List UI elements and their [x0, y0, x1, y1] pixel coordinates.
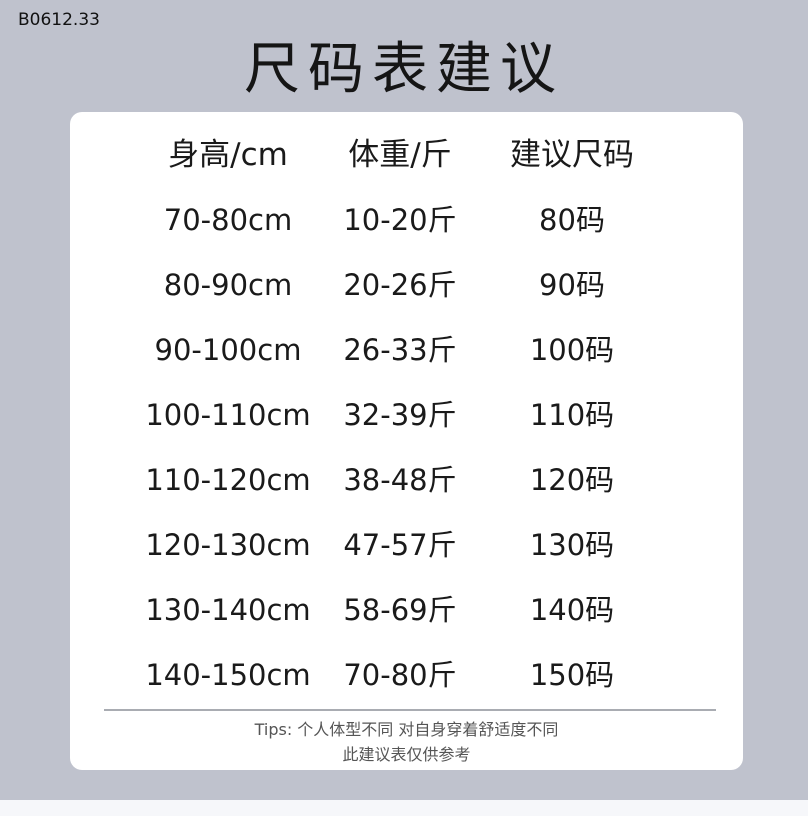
cell-height: 80-90cm: [163, 268, 293, 302]
divider: [104, 709, 716, 711]
cell-height: 120-130cm: [145, 528, 311, 562]
cell-weight: 20-26斤: [343, 268, 457, 302]
table-row: 90-100cm 26-33斤 100码: [70, 325, 743, 375]
cell-weight: 38-48斤: [343, 463, 457, 497]
cell-height: 110-120cm: [145, 463, 311, 497]
size-chart-card: 身高/cm 体重/斤 建议尺码 70-80cm 10-20斤 80码 80-90cm 2…: [70, 112, 743, 770]
cell-height: 70-80cm: [163, 203, 293, 237]
cell-size: 110码: [529, 398, 615, 432]
table-row: 100-110cm 32-39斤 110码: [70, 390, 743, 440]
cell-weight: 58-69斤: [343, 593, 457, 627]
cell-size: 140码: [529, 593, 615, 627]
cell-weight: 32-39斤: [343, 398, 457, 432]
product-code: B0612.33: [18, 10, 100, 30]
cell-size: 100码: [529, 333, 615, 367]
table-row: 130-140cm 58-69斤 140码: [70, 585, 743, 635]
cell-size: 120码: [529, 463, 615, 497]
table-row: 110-120cm 38-48斤 120码: [70, 455, 743, 505]
tips-line-1: Tips: 个人体型不同 对自身穿着舒适度不同: [254, 720, 559, 739]
page-title: 尺码表建议: [244, 37, 564, 102]
cell-size: 80码: [539, 203, 605, 237]
cell-size: 150码: [529, 658, 615, 692]
cell-height: 100-110cm: [145, 398, 311, 432]
table-row: 120-130cm 47-57斤 130码: [70, 520, 743, 570]
tips-line-2: 此建议表仅供参考: [342, 745, 471, 764]
cell-weight: 70-80斤: [343, 658, 457, 692]
table-header: 身高/cm 体重/斤 建议尺码: [70, 130, 743, 180]
cell-size: 90码: [539, 268, 605, 302]
cell-height: 140-150cm: [145, 658, 311, 692]
cell-size: 130码: [529, 528, 615, 562]
cell-weight: 26-33斤: [343, 333, 457, 367]
table-row: 80-90cm 20-26斤 90码: [70, 260, 743, 310]
header-size: 建议尺码: [510, 137, 634, 173]
header-weight: 体重/斤: [348, 137, 452, 173]
cell-weight: 47-57斤: [343, 528, 457, 562]
table-row: 140-150cm 70-80斤 150码: [70, 650, 743, 700]
cell-height: 130-140cm: [145, 593, 311, 627]
cell-weight: 10-20斤: [343, 203, 457, 237]
table-row: 70-80cm 10-20斤 80码: [70, 195, 743, 245]
header-height: 身高/cm: [168, 137, 288, 173]
cell-height: 90-100cm: [154, 333, 302, 367]
